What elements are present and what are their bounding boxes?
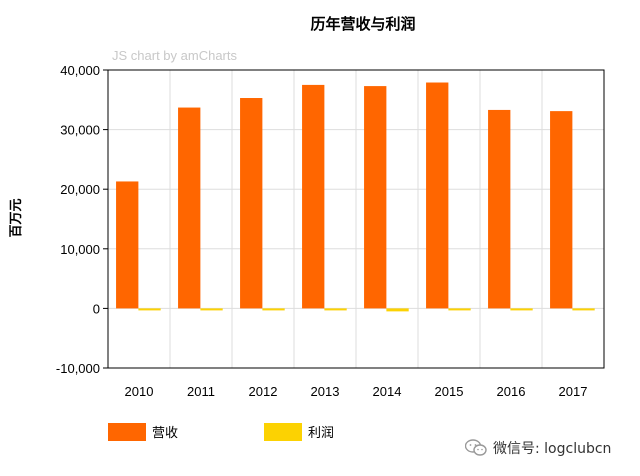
legend-item-profit[interactable]: 利润	[264, 422, 334, 441]
bar-profit[interactable]	[572, 308, 595, 311]
x-tick-label: 2017	[559, 384, 588, 399]
legend-swatch-profit	[264, 422, 302, 441]
legend-label-revenue: 营收	[152, 426, 179, 441]
bar-profit[interactable]	[200, 308, 223, 311]
bar-profit[interactable]	[386, 308, 409, 312]
bar-revenue[interactable]	[116, 181, 139, 309]
bar-profit[interactable]	[510, 308, 533, 311]
y-tick-label: 30,000	[60, 123, 100, 138]
x-tick-label: 2012	[249, 384, 278, 399]
x-tick-label: 2014	[373, 384, 402, 399]
plot-frame	[107, 69, 605, 369]
legend-swatch-revenue	[108, 422, 146, 441]
wechat-icon	[465, 439, 487, 456]
bar-revenue[interactable]	[302, 84, 325, 309]
x-tick-label: 2016	[497, 384, 526, 399]
bar-revenue[interactable]	[178, 107, 201, 309]
y-tick-label: 20,000	[60, 182, 100, 197]
y-tick-label: 10,000	[60, 242, 100, 257]
x-tick-label: 2013	[311, 384, 340, 399]
bar-revenue[interactable]	[240, 98, 263, 309]
bar-revenue[interactable]	[426, 82, 449, 309]
chart-title: 历年营收与利润	[310, 15, 415, 33]
wechat-watermark: 微信号: logclubcn	[465, 438, 611, 458]
bar-revenue[interactable]	[364, 86, 387, 309]
bar-profit[interactable]	[138, 308, 161, 311]
bar-profit[interactable]	[324, 308, 347, 311]
x-tick-label: 2011	[187, 384, 215, 399]
legend-label-profit: 利润	[308, 426, 335, 441]
bar-revenue[interactable]	[488, 109, 511, 309]
y-tick-label: 0	[93, 301, 100, 316]
y-axis-label: 百万元	[9, 198, 24, 237]
x-tick-label: 2015	[435, 384, 464, 399]
chart-credit: JS chart by amCharts	[112, 48, 237, 63]
x-tick-label: 2010	[125, 384, 154, 399]
bar-profit[interactable]	[448, 308, 471, 311]
bar-profit[interactable]	[262, 308, 285, 311]
legend-item-revenue[interactable]: 营收	[108, 422, 178, 441]
y-tick-label: -10,000	[56, 361, 100, 376]
bar-revenue[interactable]	[550, 111, 573, 309]
wechat-id: 微信号: logclubcn	[493, 441, 612, 457]
y-tick-label: 40,000	[60, 63, 100, 78]
